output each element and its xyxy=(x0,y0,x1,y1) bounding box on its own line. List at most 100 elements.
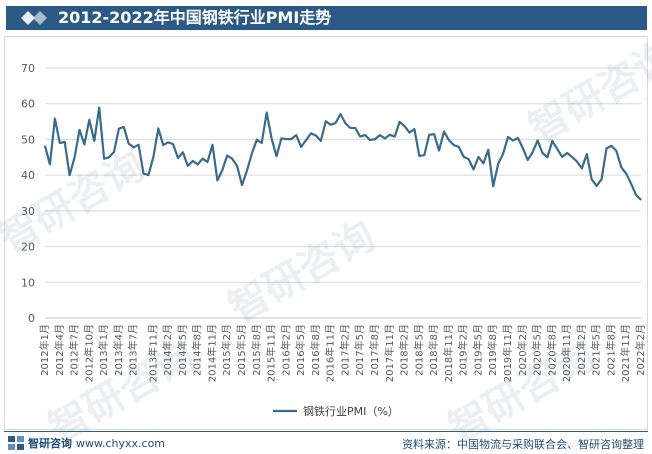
data-point xyxy=(556,148,558,150)
data-point xyxy=(581,167,583,169)
x-tick-label: 2016年5月 xyxy=(294,324,307,376)
data-point xyxy=(231,158,233,160)
y-tick-label: 0 xyxy=(28,312,35,325)
data-point xyxy=(216,179,218,182)
data-point xyxy=(369,139,371,141)
chart-title-bar: 2012-2022年中国钢铁行业PMI走势 xyxy=(6,6,647,30)
data-point xyxy=(172,143,174,145)
x-tick-label: 2020年11月 xyxy=(560,324,573,382)
data-point xyxy=(468,158,470,160)
x-tick-label: 2016年8月 xyxy=(309,324,322,376)
data-point xyxy=(167,141,169,143)
x-tick-label: 2021年8月 xyxy=(604,324,617,376)
x-tick-label: 2018年5月 xyxy=(412,324,425,376)
data-point xyxy=(497,163,499,165)
series-line-steel-pmi xyxy=(43,106,642,201)
x-tick-label: 2021年11月 xyxy=(619,324,632,382)
x-tick-label: 2012年7月 xyxy=(68,324,81,376)
data-point xyxy=(532,151,534,153)
data-point xyxy=(640,199,642,201)
data-point xyxy=(69,174,71,176)
data-point xyxy=(344,122,347,124)
data-point xyxy=(615,150,617,152)
data-point xyxy=(305,139,307,141)
data-point xyxy=(300,146,302,148)
data-point xyxy=(83,143,86,146)
data-point xyxy=(187,165,189,167)
data-point xyxy=(147,174,150,176)
data-point xyxy=(399,121,401,123)
x-tick-label: 2015年8月 xyxy=(250,324,263,376)
data-point xyxy=(275,155,278,157)
data-point xyxy=(408,132,411,134)
data-point xyxy=(73,156,76,158)
chart-title: 2012-2022年中国钢铁行业PMI走势 xyxy=(58,8,332,27)
x-tick-label: 2021年2月 xyxy=(575,324,588,376)
data-point xyxy=(443,130,445,133)
data-point xyxy=(541,152,544,154)
y-tick-label: 40 xyxy=(21,169,35,182)
data-point xyxy=(315,134,317,137)
data-point xyxy=(605,147,608,149)
data-point xyxy=(394,135,396,138)
footer-divider xyxy=(4,431,648,432)
data-point xyxy=(335,122,337,124)
brand-name: 智研咨询 xyxy=(28,437,72,450)
x-tick-label: 2015年5月 xyxy=(235,324,248,376)
data-point xyxy=(507,136,509,138)
data-point xyxy=(128,143,130,145)
y-tick-label: 30 xyxy=(21,205,35,218)
y-tick-label: 70 xyxy=(21,62,35,75)
data-point xyxy=(123,126,125,128)
data-point xyxy=(162,144,164,146)
data-point xyxy=(103,158,105,160)
data-point xyxy=(625,173,627,175)
x-tick-label: 2016年2月 xyxy=(279,324,292,376)
x-tick-label: 2013年11月 xyxy=(146,324,159,382)
legend-label: 钢铁行业PMI（%） xyxy=(303,405,399,418)
data-point xyxy=(285,138,287,140)
data-point xyxy=(236,165,238,167)
data-point xyxy=(458,146,460,148)
x-tick-label: 2017年5月 xyxy=(353,324,366,376)
data-point xyxy=(448,139,450,141)
data-point xyxy=(384,137,386,139)
data-point xyxy=(364,134,366,136)
x-tick-label: 2017年8月 xyxy=(368,324,381,376)
data-point xyxy=(44,145,46,147)
data-point xyxy=(428,134,430,136)
data-point xyxy=(54,118,56,120)
x-tick-label: 2015年11月 xyxy=(265,324,278,382)
y-tick-label: 50 xyxy=(21,133,35,146)
x-tick-label: 2014年11月 xyxy=(205,324,218,382)
data-point xyxy=(472,168,475,171)
data-point xyxy=(113,151,115,153)
data-point xyxy=(433,133,435,135)
data-point xyxy=(49,163,51,166)
data-point xyxy=(354,127,356,129)
data-point xyxy=(295,134,297,136)
data-point xyxy=(261,142,263,144)
x-tick-label: 2022年2月 xyxy=(634,324,647,376)
data-point xyxy=(482,162,484,164)
x-tick-label: 2019年8月 xyxy=(486,324,499,376)
data-point xyxy=(512,139,514,142)
data-point xyxy=(270,137,273,139)
x-tick-label: 2020年2月 xyxy=(516,324,529,376)
data-point xyxy=(463,156,465,158)
x-tick-label: 2017年2月 xyxy=(338,324,351,376)
data-point xyxy=(438,149,440,152)
x-tick-label: 2020年5月 xyxy=(531,324,544,376)
data-point xyxy=(137,144,140,146)
data-point xyxy=(600,178,603,180)
x-tick-label: 2020年8月 xyxy=(545,324,558,376)
data-point xyxy=(517,137,519,139)
data-point xyxy=(502,153,504,155)
data-point xyxy=(413,128,416,130)
data-point xyxy=(206,161,209,163)
brand-logo-icon xyxy=(8,436,24,450)
data-point xyxy=(487,149,489,151)
x-tick-label: 2014年8月 xyxy=(191,324,204,376)
data-point xyxy=(330,124,332,126)
chart-frame: 0 10 20 30 40 50 60 70 2012年1月 2012年4月 2012年7月 2012… xyxy=(4,36,649,430)
